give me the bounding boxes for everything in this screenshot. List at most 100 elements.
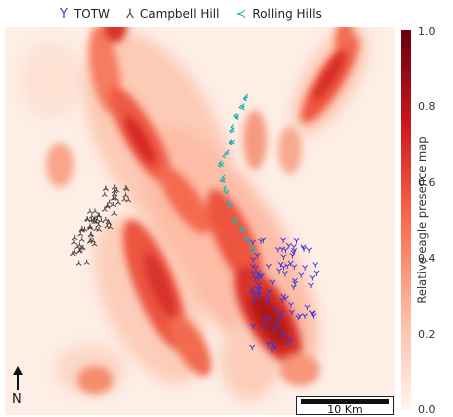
totw-marker xyxy=(251,291,257,298)
colorbar-tick-0.6: 0.6 xyxy=(418,176,436,189)
totw-marker xyxy=(290,243,297,250)
totw-marker xyxy=(281,271,288,277)
totw-marker xyxy=(269,279,276,286)
rolling-hills-marker xyxy=(234,113,239,119)
rolling-hills-marker xyxy=(221,174,226,180)
rolling-hills-marker xyxy=(229,202,234,208)
campbell-marker xyxy=(107,224,114,230)
scale-bar-line xyxy=(301,399,389,404)
rolling-hills-marker xyxy=(231,218,236,224)
rolling-hills-marker xyxy=(226,200,231,205)
campbell-marker xyxy=(69,251,76,257)
campbell-marker xyxy=(87,224,93,230)
totw-marker xyxy=(272,306,279,312)
totw-marker xyxy=(298,272,305,278)
totw-marker xyxy=(304,304,311,311)
colorbar-tick-0.2: 0.2 xyxy=(418,328,436,341)
totw-marker xyxy=(255,286,262,292)
totw-marker xyxy=(249,344,256,351)
rolling-hills-marker xyxy=(248,244,253,250)
totw-marker xyxy=(256,273,263,279)
totw-marker xyxy=(280,264,287,271)
totw-marker xyxy=(266,289,273,295)
totw-marker xyxy=(276,268,282,274)
totw-marker-icon: Y xyxy=(60,6,68,22)
colorbar-label: Relative eagle presence map xyxy=(415,136,429,304)
totw-marker xyxy=(272,344,279,351)
campbell-marker xyxy=(101,191,108,197)
campbell-marker xyxy=(88,213,95,219)
totw-marker xyxy=(284,340,291,347)
campbell-marker xyxy=(122,185,129,191)
campbell-marker xyxy=(92,208,98,214)
rolling-hills-marker xyxy=(220,162,225,167)
totw-marker xyxy=(285,242,292,249)
rolling-hills-marker xyxy=(245,237,250,243)
totw-marker xyxy=(287,337,294,344)
campbell-marker xyxy=(112,195,119,201)
rolling-hills-marker xyxy=(228,128,233,134)
campbell-marker xyxy=(75,260,82,266)
rolling-hills-marker xyxy=(238,104,243,110)
rolling-hills-marker xyxy=(234,218,239,224)
campbell-marker xyxy=(74,244,81,250)
campbell-marker xyxy=(104,203,111,209)
legend-label-campbell-hill: Campbell Hill xyxy=(139,7,220,21)
rolling-hills-marker xyxy=(217,162,222,168)
totw-marker xyxy=(260,237,267,243)
north-arrow: N xyxy=(6,366,30,410)
totw-marker xyxy=(250,323,257,330)
totw-marker xyxy=(249,286,255,293)
campbell-marker xyxy=(95,212,102,218)
totw-marker xyxy=(260,324,267,331)
totw-marker xyxy=(287,260,294,267)
campbell-marker xyxy=(90,237,96,244)
totw-marker xyxy=(306,247,313,253)
campbell-marker xyxy=(110,202,117,208)
colorbar-tick-0.4: 0.4 xyxy=(418,252,436,265)
totw-marker xyxy=(251,299,257,305)
legend-label-rolling-hills: Rolling Hills xyxy=(252,7,322,21)
totw-marker xyxy=(278,314,285,320)
campbell-marker xyxy=(101,206,108,212)
campbell-marker xyxy=(83,259,90,265)
campbell-marker xyxy=(111,191,118,197)
totw-marker xyxy=(277,261,284,268)
campbell-marker xyxy=(78,227,85,233)
totw-marker xyxy=(280,254,287,260)
totw-marker xyxy=(250,239,256,246)
scale-bar-label: 10 Km xyxy=(327,403,363,416)
campbell-marker xyxy=(111,210,118,216)
legend-item-totw: Y TOTW xyxy=(60,7,110,21)
rolling-hills-marker xyxy=(223,188,228,194)
colorbar-tick-0.0: 0.0 xyxy=(418,403,436,416)
totw-marker xyxy=(274,246,281,253)
totw-marker xyxy=(249,290,255,297)
legend-item-campbell-hill: ⅄ Campbell Hill xyxy=(126,7,220,21)
campbell-marker-icon: ⅄ xyxy=(125,6,134,22)
rolling-hills-marker xyxy=(228,139,233,145)
totw-marker xyxy=(275,324,282,330)
rolling-hills-markers xyxy=(217,93,256,255)
rolling-hills-marker xyxy=(241,227,246,233)
campbell-marker xyxy=(121,196,128,202)
north-arrow-shaft xyxy=(17,368,19,390)
campbell-marker xyxy=(96,226,103,232)
rolling-hills-marker xyxy=(231,139,235,145)
rolling-hills-marker xyxy=(234,115,239,121)
totw-marker xyxy=(252,275,259,282)
rolling-hills-marker xyxy=(230,124,235,130)
campbell-marker xyxy=(115,199,121,205)
totw-marker xyxy=(292,280,299,287)
totw-marker xyxy=(265,341,272,347)
totw-marker xyxy=(290,250,297,256)
totw-marker xyxy=(308,282,314,289)
campbell-marker xyxy=(95,222,102,228)
totw-marker xyxy=(284,263,291,269)
totw-marker xyxy=(269,346,275,353)
totw-marker xyxy=(255,282,262,288)
totw-marker xyxy=(250,271,257,277)
totw-marker xyxy=(302,265,309,271)
campbell-marker xyxy=(111,188,118,194)
